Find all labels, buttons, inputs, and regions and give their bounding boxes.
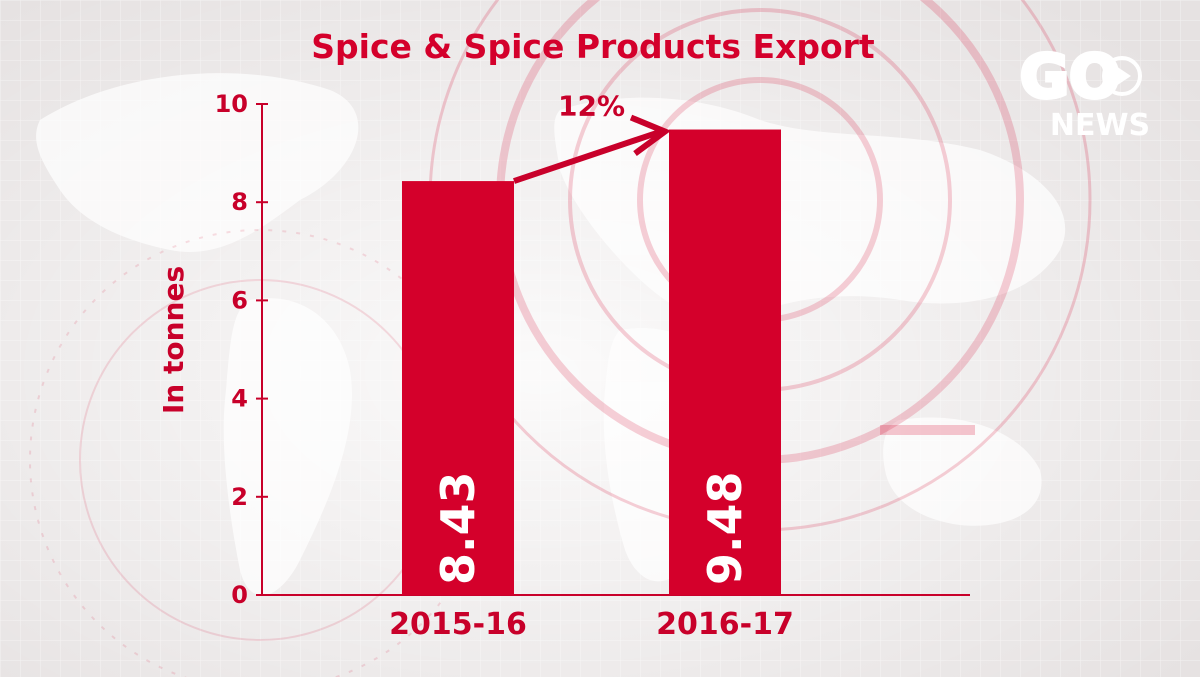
y-tick-label: 10 (215, 90, 248, 118)
category-labels: 2015-16 2016-17 (389, 607, 794, 642)
bar-value-label: 9.48 (698, 472, 752, 586)
x-tick-label: 2016-17 (656, 607, 794, 642)
growth-annotation-label: 12% (558, 90, 625, 123)
x-tick-label: 2015-16 (389, 607, 527, 642)
y-tick-label: 4 (231, 385, 248, 413)
y-tick-label: 8 (231, 188, 248, 216)
bars: 8.43 9.48 (402, 129, 781, 596)
growth-annotation: 12% (513, 90, 672, 184)
y-ticks: 0 2 4 6 8 10 (215, 90, 268, 609)
play-icon (1102, 56, 1142, 96)
bar-2015-16 (402, 181, 514, 595)
logo-text-bottom: NEWS (1050, 108, 1150, 143)
y-axis-label: In tonnes (157, 266, 190, 414)
go-news-logo: GO NEWS (1018, 40, 1150, 143)
y-tick-label: 2 (231, 483, 248, 511)
y-tick-label: 6 (231, 286, 248, 314)
growth-arrow-head (629, 114, 672, 156)
bar-value-label: 8.43 (431, 472, 485, 586)
y-tick-label: 0 (231, 581, 248, 609)
growth-arrow-line (513, 128, 662, 184)
bar-2016-17 (669, 129, 781, 596)
chart-title: Spice & Spice Products Export (311, 27, 875, 66)
